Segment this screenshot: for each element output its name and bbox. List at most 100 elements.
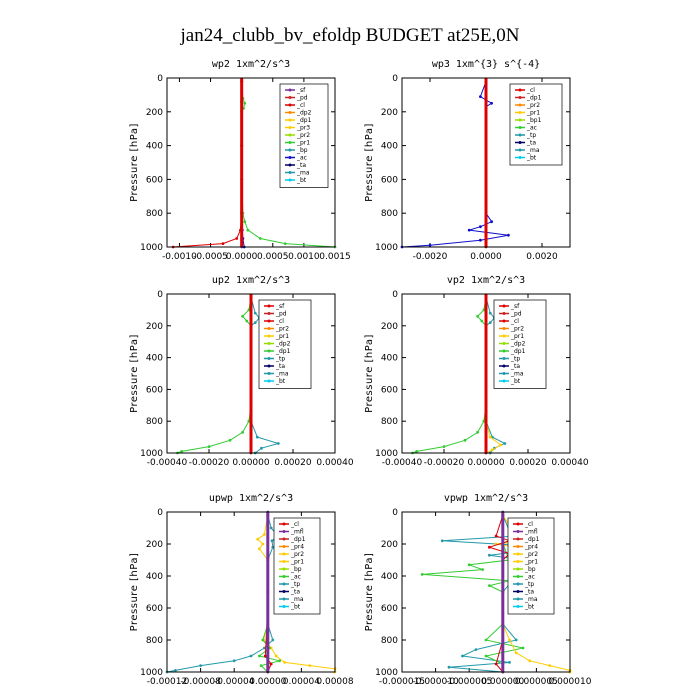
x-tick-label: 0.00040 (316, 458, 353, 468)
x-tick-label: 0.00008 (316, 677, 353, 687)
panel-4: vp2 1xm^2/s^3 Pressure [hPa] 0 200 400 600 800… (364, 275, 589, 468)
legend-marker (282, 567, 286, 571)
data-point (467, 563, 471, 567)
legend-marker (502, 349, 506, 353)
legend-marker (516, 567, 520, 571)
legend-marker (518, 118, 522, 122)
legend-marker (282, 537, 286, 541)
data-point (508, 661, 511, 664)
y-tick-label: 800 (381, 417, 398, 427)
x-tick-label: 0.000010 (549, 677, 592, 687)
legend-box (273, 517, 321, 615)
data-point (207, 445, 211, 448)
legend-label: _mfl (524, 529, 538, 536)
data-point (484, 654, 488, 658)
series-line (487, 515, 512, 673)
legend-marker (267, 304, 271, 308)
legend-label: _ac (290, 574, 301, 581)
legend-label: _ta (275, 363, 285, 370)
y-tick-label: 600 (146, 604, 163, 614)
legend-marker (516, 605, 520, 608)
x-tick-label: -0.0010 (162, 252, 197, 262)
legend-marker (282, 522, 286, 526)
legend-marker (267, 379, 271, 383)
legend-label: _pd (510, 311, 522, 318)
data-point (261, 542, 265, 546)
x-tick-label: 0.00020 (274, 458, 311, 468)
legend-marker (518, 133, 522, 137)
legend-marker (502, 304, 506, 308)
legend-label: _pr3 (296, 125, 310, 132)
y-tick-label: 1000 (375, 449, 398, 459)
data-point (270, 539, 274, 543)
legend-label: _bt (526, 155, 537, 162)
legend-marker (267, 319, 271, 323)
legend-marker (282, 605, 286, 608)
legend-label: _dp1 (275, 348, 291, 355)
legend-marker (516, 530, 520, 533)
series-blue (400, 80, 510, 249)
legend-marker (288, 126, 292, 129)
legend-marker (282, 575, 286, 578)
y-tick-label: 400 (146, 142, 163, 152)
y-axis-label: Pressure [hPa] (364, 123, 375, 202)
series-teal (165, 513, 280, 674)
legend-label: _ma (296, 170, 310, 177)
legend-label: _pr4 (290, 544, 304, 551)
data-point (463, 438, 467, 442)
legend-label: _bt (290, 604, 301, 611)
x-tick-label: -0.0005 (193, 252, 228, 262)
y-tick-label: 0 (157, 290, 163, 300)
data-point (258, 547, 261, 551)
data-point (269, 662, 273, 666)
plot-frame (401, 293, 571, 454)
series-line (173, 81, 243, 248)
legend-label: _mfl (290, 529, 304, 536)
y-tick-label: 200 (381, 108, 398, 118)
data-point (249, 654, 253, 658)
x-tick-label: 0.00000 (249, 677, 286, 687)
data-point (494, 662, 498, 666)
data-point (243, 220, 247, 224)
legend-marker (267, 312, 271, 315)
legend-marker (288, 148, 292, 152)
data-point (263, 654, 267, 658)
legend-label: _sf (275, 303, 285, 310)
legend-label: _ta (296, 162, 306, 169)
data-point (514, 651, 518, 655)
y-axis-label: Pressure [hPa] (364, 553, 375, 632)
legend: _sf_pd_cl_pr2_pr1_dp2_dp1_tp_ta_ma_bt (258, 299, 312, 389)
legend-label: _pr1 (526, 110, 540, 117)
x-tick-label: 0.0010 (288, 252, 320, 262)
legend-label: _tp (524, 581, 534, 588)
legend: _sf_pd_cl_pr2_pr1_dp2_dp1_tp_ta_ma_bt (493, 299, 547, 389)
legend-label: _pr2 (524, 551, 538, 558)
data-point (488, 435, 492, 439)
legend: _cl_mfl_dp1_pr4_pr2_pr1_bp_ac_tp_ta_ma_b… (507, 517, 555, 615)
legend-label: _ma (510, 371, 524, 378)
data-point (488, 584, 491, 587)
legend-label: _bt (510, 378, 521, 385)
data-point (508, 638, 511, 642)
legend-label: _cl (526, 87, 535, 94)
y-tick-label: 400 (381, 142, 398, 152)
y-tick-label: 200 (146, 322, 163, 332)
x-tick-label: 0.000005 (515, 677, 558, 687)
data-point (514, 638, 518, 642)
legend-label: _bt (296, 177, 307, 184)
plot-frame (166, 77, 336, 248)
x-tick-label: 0.0000 (470, 252, 502, 262)
y-tick-label: 600 (381, 175, 398, 185)
x-tick-label: -0.000005 (446, 677, 492, 687)
legend-label: _pr1 (296, 140, 310, 147)
panel-3: up2 1xm^2/s^3 Pressure [hPa] 0 200 400 600 800… (129, 275, 354, 468)
data-point (490, 101, 493, 105)
y-tick-label: 600 (146, 175, 163, 185)
legend-marker (502, 334, 506, 338)
data-point (420, 573, 424, 576)
data-point (241, 430, 245, 434)
data-point (274, 654, 278, 658)
legend-marker (518, 88, 522, 92)
x-tick-label: -0.000015 (379, 677, 425, 687)
